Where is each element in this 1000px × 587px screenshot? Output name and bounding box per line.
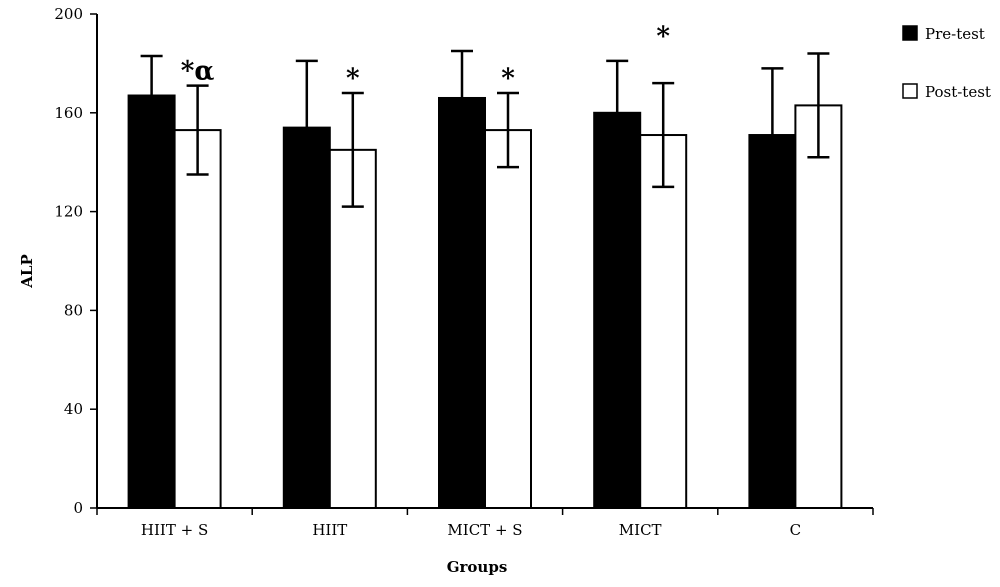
significance-annotation: * xyxy=(346,64,360,94)
y-axis-title: ALP xyxy=(18,254,36,288)
bar-post-test xyxy=(794,104,843,509)
x-tick-label: MICT + S xyxy=(447,521,522,539)
x-tick-label: HIIT + S xyxy=(141,521,208,539)
y-tick-label: 40 xyxy=(64,400,83,418)
y-tick-label: 80 xyxy=(64,301,83,319)
y-tick-label: 0 xyxy=(73,499,83,517)
x-tick-label: C xyxy=(790,521,801,539)
legend-swatch-post-test xyxy=(902,83,918,99)
legend: Pre-test Post-test xyxy=(902,25,991,101)
bar-post-test xyxy=(484,129,532,509)
x-tick-label: HIIT xyxy=(312,521,347,539)
bar-post-test xyxy=(173,129,222,509)
y-tick-label: 200 xyxy=(54,5,83,23)
legend-swatch-pre-test xyxy=(902,25,918,41)
legend-label-pre-test: Pre-test xyxy=(925,25,985,43)
bar-pre-test xyxy=(438,96,486,509)
bar-post-test xyxy=(639,134,688,509)
significance-annotation: *α xyxy=(181,57,215,87)
bar-post-test xyxy=(328,148,377,509)
significance-annotation: * xyxy=(501,64,515,94)
legend-label-post-test: Post-test xyxy=(925,83,991,101)
x-axis-title: Groups xyxy=(447,558,508,576)
significance-annotation: * xyxy=(656,22,670,52)
bar-pre-test xyxy=(593,111,642,510)
x-tick-label: MICT xyxy=(619,521,662,539)
y-tick-label: 160 xyxy=(54,104,83,122)
y-tick-label: 120 xyxy=(54,203,83,221)
bar-pre-test xyxy=(127,94,176,509)
